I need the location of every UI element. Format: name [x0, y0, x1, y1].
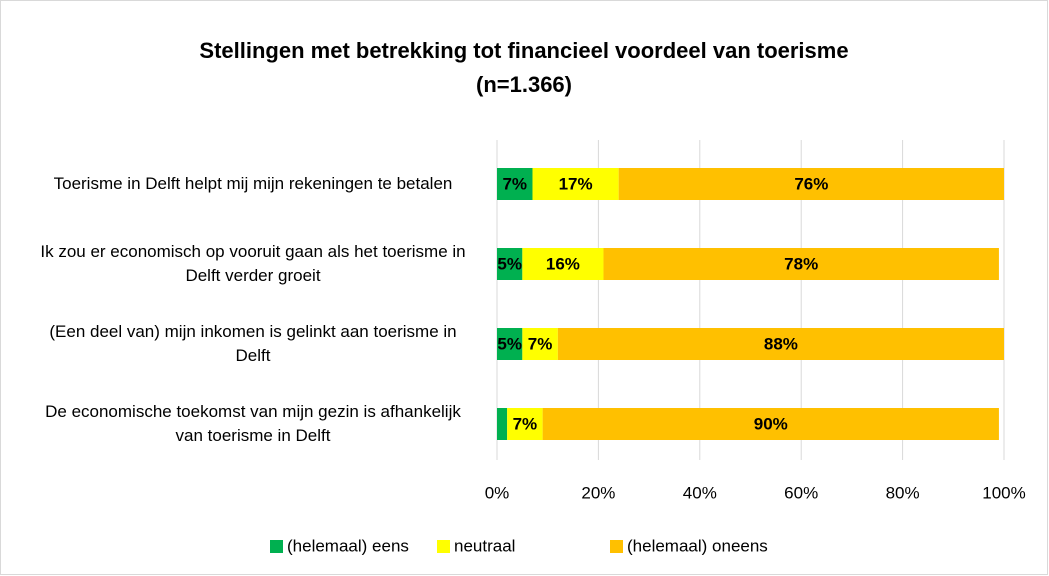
data-label: 88% — [764, 334, 798, 353]
data-label: 78% — [784, 254, 818, 273]
bar-segment — [532, 168, 619, 200]
bar-segment — [522, 248, 604, 280]
category-label: Ik zou er economisch op vooruit gaan als… — [40, 242, 466, 285]
legend-swatch — [610, 540, 623, 553]
data-label: 5% — [497, 334, 522, 353]
bar-segment — [522, 328, 558, 360]
chart-subtitle: (n=1.366) — [476, 72, 572, 97]
x-tick-label: 20% — [581, 483, 615, 502]
data-label: 90% — [754, 414, 788, 433]
chart-title: Stellingen met betrekking tot financieel… — [199, 38, 848, 63]
legend-label: (helemaal) oneens — [627, 536, 768, 555]
data-label: 76% — [794, 174, 828, 193]
data-label: 7% — [528, 334, 553, 353]
legend-label: neutraal — [454, 536, 515, 555]
bar-segment — [497, 328, 523, 360]
bar-segment — [507, 408, 543, 440]
x-tick-label: 40% — [683, 483, 717, 502]
category-label: (Een deel van) mijn inkomen is gelinkt a… — [49, 322, 457, 365]
bar-segment — [497, 168, 533, 200]
category-label: De economische toekomst van mijn gezin i… — [45, 402, 461, 445]
data-label: 17% — [559, 174, 593, 193]
bar-segment — [542, 408, 999, 440]
data-label: 16% — [546, 254, 580, 273]
legend-label: (helemaal) eens — [287, 536, 409, 555]
legend-swatch — [270, 540, 283, 553]
bar-segment — [557, 328, 1004, 360]
x-tick-label: 80% — [886, 483, 920, 502]
bar-segment — [497, 408, 508, 440]
data-label: 7% — [513, 414, 538, 433]
x-tick-label: 100% — [982, 483, 1025, 502]
x-tick-label: 60% — [784, 483, 818, 502]
x-tick-label: 0% — [485, 483, 510, 502]
bar-segment — [618, 168, 1004, 200]
data-label: 5% — [497, 254, 522, 273]
bar-segment — [603, 248, 999, 280]
bar-segment — [497, 248, 523, 280]
data-label: 7% — [502, 174, 527, 193]
category-label: Toerisme in Delft helpt mij mijn rekenin… — [53, 174, 453, 193]
legend-swatch — [437, 540, 450, 553]
